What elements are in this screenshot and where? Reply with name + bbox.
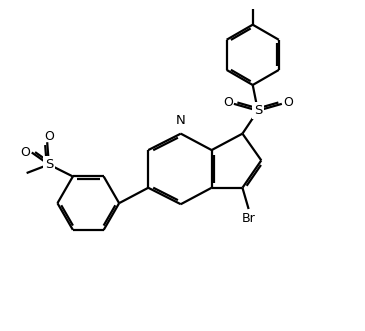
Text: O: O [283,96,293,109]
Text: O: O [44,129,54,143]
Text: S: S [45,158,53,171]
Text: O: O [223,96,233,109]
Text: N: N [176,115,186,127]
Text: O: O [21,146,31,159]
Text: Br: Br [242,213,256,225]
Text: S: S [254,104,262,117]
